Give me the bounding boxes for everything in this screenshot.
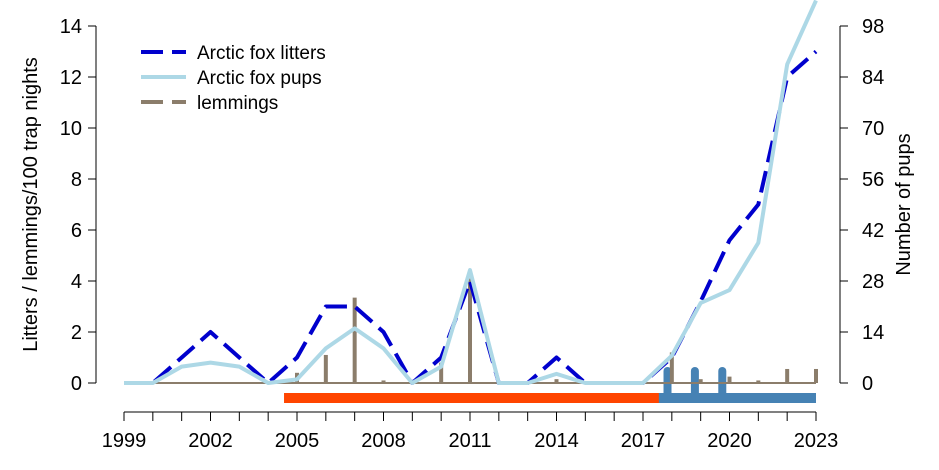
blue-period: [658, 393, 816, 403]
lemming-bars: [124, 278, 818, 384]
x-tick-label: 2020: [707, 430, 752, 452]
x-tick-label: 2014: [534, 430, 579, 452]
left-tick-label: 12: [60, 67, 82, 89]
x-tick-label: 2005: [275, 430, 320, 452]
period-bars: [284, 367, 816, 403]
series-lines: [124, 0, 818, 385]
left-tick-label: 0: [71, 373, 82, 395]
x-tick-label: 2011: [448, 430, 491, 452]
x-tick-label: 2017: [621, 430, 666, 452]
left-tick-label: 10: [60, 118, 82, 140]
x-tick-label: 1999: [102, 430, 147, 452]
litters-line: [124, 50, 818, 385]
pups-line: [124, 0, 818, 385]
left-tick-label: 2: [71, 322, 82, 344]
legend-label: lemmings: [197, 93, 278, 114]
left-tick-label: 14: [60, 16, 82, 38]
right-tick-label: 0: [862, 373, 873, 395]
right-tick-label: 98: [862, 16, 884, 38]
y-axis-label: Litters / lemmings/100 trap nights: [20, 57, 42, 352]
right-tick-label: 28: [862, 271, 884, 293]
x-tick-label: 2008: [361, 430, 406, 452]
x-tick-label: 2002: [188, 430, 233, 452]
red-period: [284, 393, 816, 403]
legend-label: Arctic fox litters: [197, 43, 326, 64]
left-tick-label: 4: [71, 271, 82, 293]
axes: 0 2 4 6 8 10 12 14 Litters / lemmings/100 trap n…: [20, 16, 915, 452]
legend-label: Arctic fox pups: [197, 68, 322, 89]
left-tick-label: 6: [71, 220, 82, 242]
left-tick-label: 8: [71, 169, 82, 191]
right-tick-label: 56: [862, 169, 884, 191]
right-tick-label: 42: [862, 220, 884, 242]
y2-axis-label: Number of pups: [893, 133, 915, 275]
x-tick-label: 2023: [794, 430, 839, 452]
right-tick-label: 14: [862, 322, 884, 344]
right-tick-label: 70: [862, 118, 884, 140]
right-tick-label: 84: [862, 67, 884, 89]
legend: Arctic fox litters Arctic fox pups lemming…: [141, 43, 326, 114]
